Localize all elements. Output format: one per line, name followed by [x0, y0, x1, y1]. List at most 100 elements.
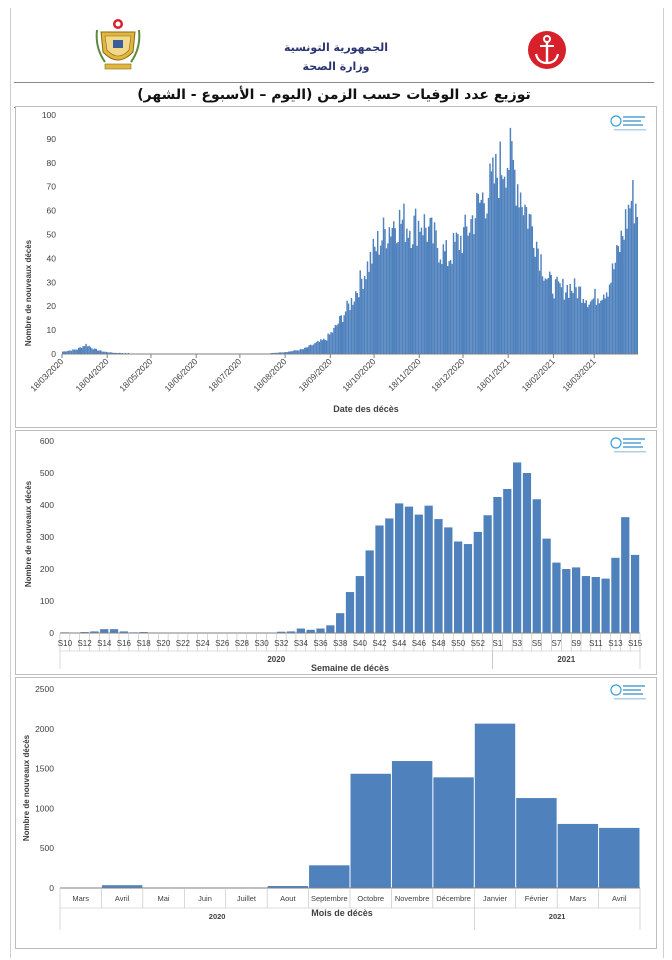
daily-bar — [66, 351, 68, 354]
daily-bar — [503, 176, 506, 354]
daily-bar — [444, 251, 446, 354]
daily-bar — [344, 311, 347, 354]
weekly-bar — [522, 473, 532, 633]
daily-bar — [349, 310, 351, 354]
health-ministry-watermark-icon — [610, 684, 646, 700]
daily-bar — [595, 305, 598, 354]
daily-bar — [439, 259, 442, 354]
monthly-y-axis-label: Nombre de nouveaux décès — [22, 734, 31, 841]
daily-bar — [417, 220, 420, 354]
weekly-deaths-chart: 0 100 200 300 400 500 600 S10 S12 S14 S16 S18 S20 S22… — [24, 436, 646, 673]
monthly-axes: 0 500 1000 1500 2000 2500 Mars Avril Mai Juin Juil… — [35, 684, 641, 930]
daily-bar — [78, 347, 80, 354]
daily-x-tick-label: 18/04/2020 — [73, 356, 110, 393]
daily-bar — [556, 276, 558, 354]
daily-bar — [385, 248, 388, 354]
daily-bar — [430, 217, 433, 354]
daily-bar — [522, 215, 525, 354]
daily-bar — [496, 177, 499, 354]
ministry-line-2: وزارة الصحة — [302, 60, 370, 73]
daily-bar — [120, 352, 122, 354]
weekly-bar — [444, 527, 453, 633]
weekly-bar — [355, 576, 364, 633]
daily-bar — [543, 280, 545, 354]
daily-bar — [524, 204, 526, 354]
weekly-bar — [542, 538, 551, 633]
daily-bar — [531, 226, 534, 354]
weekly-bar — [512, 462, 522, 633]
daily-bar — [605, 292, 608, 354]
daily-bar — [356, 293, 359, 354]
daily-bar — [401, 219, 404, 354]
daily-bar — [598, 303, 601, 354]
weekly-bar — [571, 567, 581, 633]
daily-bar — [519, 192, 522, 354]
daily-bar — [457, 234, 459, 354]
weekly-bars — [60, 462, 640, 633]
monthly-bar — [309, 865, 350, 888]
daily-bar — [308, 345, 310, 354]
daily-y-tick-label: 0 — [51, 349, 56, 359]
daily-bar — [376, 230, 379, 354]
daily-bar — [614, 262, 617, 354]
daily-bar — [365, 279, 367, 354]
weekly-bar — [286, 631, 296, 633]
daily-bar — [115, 352, 118, 354]
weekly-x-tick-label: S11 — [589, 639, 603, 648]
daily-x-axis-label: Date des décès — [333, 404, 399, 414]
daily-bar — [333, 327, 335, 354]
daily-bar — [620, 230, 622, 354]
daily-bar — [104, 351, 106, 354]
daily-bar — [452, 232, 455, 354]
weekly-bar — [336, 613, 345, 633]
daily-bar — [471, 215, 474, 354]
daily-bar — [277, 352, 280, 354]
daily-bar — [476, 192, 478, 354]
weekly-bar — [385, 518, 394, 633]
daily-bar — [629, 208, 631, 354]
weekly-x-axis-label: Semaine de décès — [311, 663, 389, 673]
daily-bar — [358, 297, 360, 354]
title-box: توزيع عدد الوفيات حسب الزمن (اليوم – الأ… — [14, 82, 654, 108]
daily-bar — [461, 253, 464, 354]
daily-bar — [601, 299, 604, 354]
daily-bar — [391, 227, 394, 354]
daily-deaths-chart: 0 10 20 30 40 50 60 70 80 90 100 18/03/2020 18/04/20… — [24, 110, 646, 414]
weekly-bar — [601, 578, 610, 633]
daily-bar — [295, 350, 297, 354]
daily-bar — [630, 200, 633, 354]
daily-bar — [493, 183, 496, 354]
daily-bar — [604, 298, 606, 354]
daily-x-tick-label: 18/12/2020 — [429, 356, 466, 393]
daily-bar — [381, 240, 383, 354]
daily-x-tick-label: 18/01/2021 — [474, 356, 511, 393]
weekly-x-tick-label: S42 — [372, 639, 387, 648]
daily-bar — [586, 307, 589, 354]
daily-bar — [467, 235, 469, 354]
monthly-x-tick-label: Mars — [570, 894, 587, 903]
daily-bar — [315, 342, 318, 354]
daily-bar — [572, 293, 574, 354]
daily-bar — [363, 275, 366, 354]
daily-bar — [527, 228, 529, 354]
daily-bar — [448, 261, 450, 354]
weekly-x-tick-label: S15 — [628, 639, 643, 648]
monthly-y-tick-label: 1000 — [35, 803, 54, 813]
daily-bar — [626, 228, 628, 354]
monthly-x-tick-label: Février — [525, 894, 549, 903]
daily-y-tick-label: 80 — [47, 158, 57, 168]
weekly-bar — [552, 562, 561, 633]
daily-bar — [280, 352, 283, 354]
daily-bar — [312, 344, 315, 354]
daily-bar — [110, 352, 112, 354]
daily-bar — [550, 274, 552, 354]
daily-bar — [340, 315, 342, 354]
daily-bar — [372, 238, 375, 354]
daily-bar — [480, 199, 482, 354]
daily-y-tick-label: 60 — [47, 206, 57, 216]
daily-bar — [289, 351, 291, 354]
daily-bar — [99, 350, 102, 354]
weekly-y-tick-label: 300 — [40, 532, 54, 542]
daily-bar — [426, 241, 429, 354]
daily-bar — [468, 232, 471, 354]
